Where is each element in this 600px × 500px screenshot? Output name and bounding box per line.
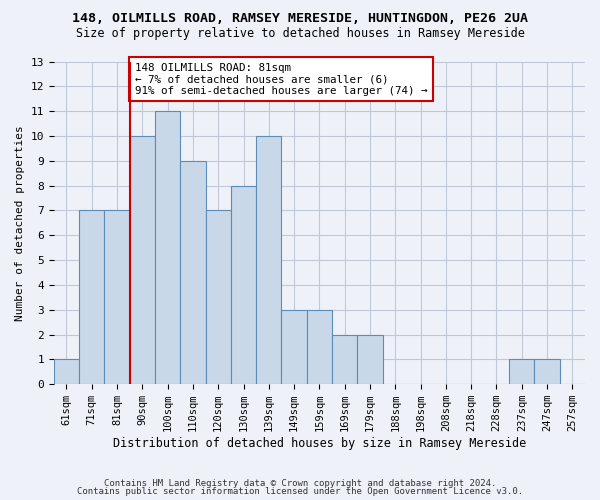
Bar xyxy=(130,136,155,384)
Bar xyxy=(155,111,180,384)
Text: Size of property relative to detached houses in Ramsey Mereside: Size of property relative to detached ho… xyxy=(76,28,524,40)
Text: 148 OILMILLS ROAD: 81sqm
← 7% of detached houses are smaller (6)
91% of semi-det: 148 OILMILLS ROAD: 81sqm ← 7% of detache… xyxy=(135,62,427,96)
Bar xyxy=(535,360,560,384)
Text: 148, OILMILLS ROAD, RAMSEY MERESIDE, HUNTINGDON, PE26 2UA: 148, OILMILLS ROAD, RAMSEY MERESIDE, HUN… xyxy=(72,12,528,26)
Bar xyxy=(281,310,307,384)
Text: Contains HM Land Registry data © Crown copyright and database right 2024.: Contains HM Land Registry data © Crown c… xyxy=(104,478,496,488)
Text: Contains public sector information licensed under the Open Government Licence v3: Contains public sector information licen… xyxy=(77,487,523,496)
Bar xyxy=(231,186,256,384)
Bar xyxy=(358,334,383,384)
Bar xyxy=(79,210,104,384)
X-axis label: Distribution of detached houses by size in Ramsey Mereside: Distribution of detached houses by size … xyxy=(113,437,526,450)
Bar xyxy=(307,310,332,384)
Bar xyxy=(509,360,535,384)
Bar xyxy=(104,210,130,384)
Bar xyxy=(206,210,231,384)
Bar xyxy=(256,136,281,384)
Y-axis label: Number of detached properties: Number of detached properties xyxy=(15,125,25,320)
Bar xyxy=(332,334,358,384)
Bar xyxy=(54,360,79,384)
Bar xyxy=(180,161,206,384)
